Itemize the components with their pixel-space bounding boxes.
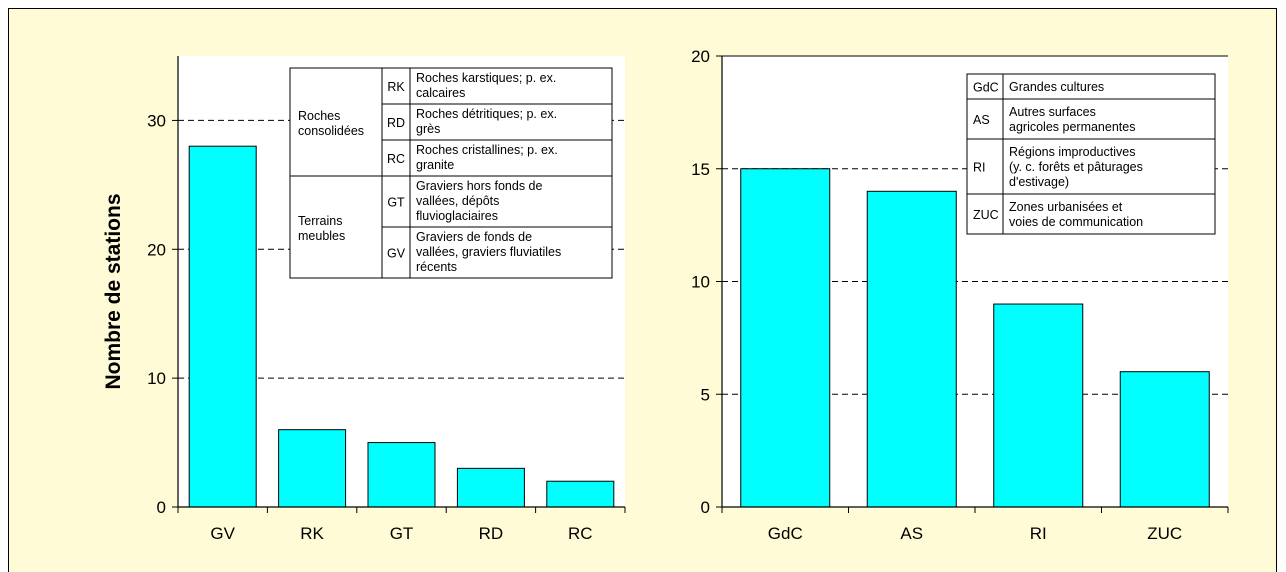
legend-code: GT xyxy=(387,196,405,210)
legend-description: Autres surfaces xyxy=(1009,105,1096,119)
y-tick-label: 10 xyxy=(691,273,710,292)
legend-description: agricoles permanentes xyxy=(1009,120,1135,134)
legend-description: Roches karstiques; p. ex. xyxy=(416,71,556,85)
bar-rc xyxy=(546,480,615,508)
legend-code: GdC xyxy=(973,81,999,95)
x-tick-label: RI xyxy=(1030,524,1047,543)
bar-gt xyxy=(367,442,436,508)
x-tick-label: RD xyxy=(479,524,504,543)
legend-description: Régions improductives xyxy=(1009,145,1135,159)
bar-rk xyxy=(278,429,347,508)
legend-code: GV xyxy=(387,247,406,261)
x-tick-label: RC xyxy=(568,524,593,543)
legend-description: voies de communication xyxy=(1009,215,1143,229)
legend-code: RC xyxy=(387,152,405,166)
y-tick-label: 20 xyxy=(147,240,166,259)
legend-description: Graviers de fonds de xyxy=(416,230,532,244)
bar-ri xyxy=(993,303,1084,508)
y-tick-label: 0 xyxy=(701,498,710,517)
legend-description: grès xyxy=(416,122,440,136)
legend-description: récents xyxy=(416,260,457,274)
legend-table: Roches karstiques; p. ex.calcaires RK Roch… xyxy=(289,67,613,279)
legend-description: vallées, dépôts xyxy=(416,194,499,208)
legend-table: Grandes cultures GdC Autres surfacesagrico… xyxy=(966,73,1216,235)
legend-description: Zones urbanisées et xyxy=(1009,200,1123,214)
legend-group-label: meubles xyxy=(298,229,345,243)
bar-gdc xyxy=(740,168,831,508)
legend-description: Roches cristallines; p. ex. xyxy=(416,143,558,157)
legend-border xyxy=(289,67,613,279)
chart-land-use: 0 5 10 15 20 GdC AS RI ZUC Grandes cultures GdC Aut… xyxy=(691,47,1229,543)
y-tick-label: 20 xyxy=(691,47,710,66)
legend-description: Grandes cultures xyxy=(1009,80,1104,94)
chart-geology: 0 10 20 30 GV RK GT RD RC Nombre de stations Roche… xyxy=(102,56,626,543)
y-tick-label: 5 xyxy=(701,385,710,404)
bar-rd xyxy=(456,467,525,508)
y-axis-label: Nombre de stations xyxy=(102,193,125,389)
legend-description: fluvioglaciaires xyxy=(416,209,498,223)
legend-group-label: consolidées xyxy=(298,124,364,138)
legend-code: AS xyxy=(973,113,990,127)
legend-code: RK xyxy=(387,80,405,94)
legend-code: ZUC xyxy=(973,208,999,222)
x-tick-label: AS xyxy=(900,524,923,543)
x-tick-label: GdC xyxy=(768,524,803,543)
y-tick-label: 15 xyxy=(691,160,710,179)
legend-description: Graviers hors fonds de xyxy=(416,179,542,193)
x-tick-label: GV xyxy=(210,524,235,543)
legend-border xyxy=(966,73,1216,235)
legend-description: granite xyxy=(416,158,454,172)
y-tick-label: 0 xyxy=(157,498,166,517)
legend-bg xyxy=(290,68,612,278)
y-tick-label: 10 xyxy=(147,369,166,388)
legend-group-label: Roches xyxy=(298,109,340,123)
y-tick-label: 30 xyxy=(147,111,166,130)
bar-zuc xyxy=(1119,371,1210,508)
legend-group-label: Terrains xyxy=(298,214,342,228)
legend-description: (y. c. forêts et pâturages xyxy=(1009,160,1143,174)
x-tick-label: RK xyxy=(300,524,324,543)
x-tick-label: ZUC xyxy=(1147,524,1182,543)
legend-code: RI xyxy=(973,161,986,175)
bar-gv xyxy=(188,145,257,508)
legend-description: vallées, graviers fluviatiles xyxy=(416,245,561,259)
legend-description: d'estivage) xyxy=(1009,175,1069,189)
legend-description: Roches détritiques; p. ex. xyxy=(416,107,557,121)
legend-description: calcaires xyxy=(416,86,465,100)
legend-bg xyxy=(967,74,1215,234)
x-tick-label: GT xyxy=(390,524,414,543)
bar-as xyxy=(866,190,957,508)
legend-code: RD xyxy=(387,116,405,130)
